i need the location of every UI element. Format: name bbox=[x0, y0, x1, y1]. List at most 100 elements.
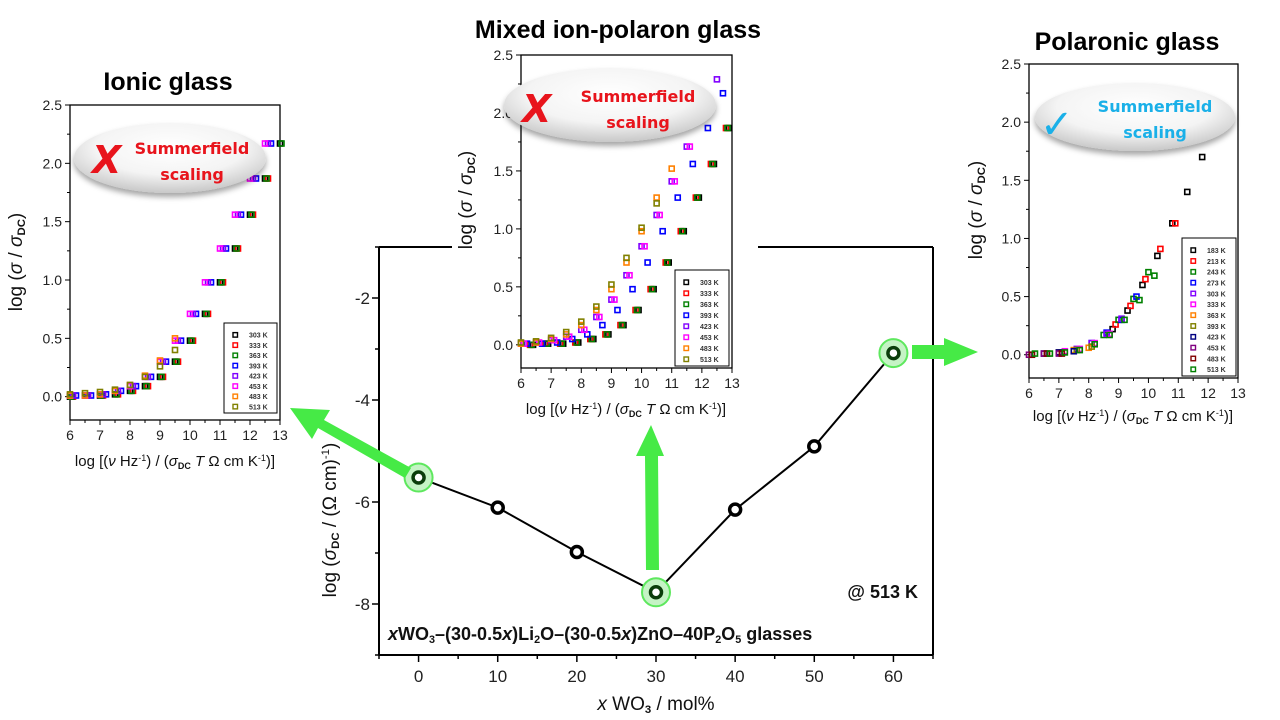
x-axis-label-part: -1 bbox=[138, 453, 146, 463]
composition-label-part: 2 bbox=[715, 634, 721, 646]
y-axis-label-part: log ( bbox=[6, 274, 27, 312]
data-point bbox=[547, 334, 555, 342]
y-tick-label: 0.5 bbox=[494, 279, 514, 295]
x-axis-label-part: ) / ( bbox=[146, 453, 169, 470]
x-tick-label: 7 bbox=[1055, 385, 1063, 401]
data-point bbox=[261, 140, 269, 147]
data-point bbox=[201, 279, 209, 286]
x-axis-label-part: DC bbox=[629, 409, 642, 419]
legend-marker bbox=[1190, 366, 1197, 373]
legend-marker bbox=[1190, 301, 1197, 308]
y-tick-label: -6 bbox=[355, 493, 370, 512]
legend-marker bbox=[1190, 333, 1197, 340]
legend-label: 363 K bbox=[1207, 313, 1226, 320]
data-point bbox=[724, 124, 731, 132]
data-point bbox=[66, 391, 74, 398]
data-point bbox=[608, 281, 615, 288]
x-tick-label: 11 bbox=[1171, 385, 1186, 401]
x-tick-label: 8 bbox=[126, 427, 134, 443]
y-tick-label: 0.0 bbox=[1002, 347, 1022, 363]
y-tick-label: 1.5 bbox=[1002, 172, 1022, 188]
badge-line1: Summerfield bbox=[1098, 97, 1213, 116]
legend-label: 453 K bbox=[249, 384, 268, 391]
data-point bbox=[158, 373, 165, 381]
x-axis-label-part: ν bbox=[108, 453, 116, 470]
x-tick-label: 20 bbox=[567, 667, 586, 686]
x-tick-label: 8 bbox=[577, 375, 585, 391]
y-tick-label: 0.0 bbox=[494, 337, 514, 353]
x-tick-label: 9 bbox=[156, 427, 164, 443]
x-axis-label-part: T bbox=[1149, 408, 1164, 425]
legend-label: 183 K bbox=[1207, 248, 1226, 255]
y-tick-label: 1.0 bbox=[494, 221, 514, 237]
data-point bbox=[588, 335, 596, 343]
x-tick-label: 13 bbox=[1230, 385, 1246, 401]
x-tick-label: 7 bbox=[96, 427, 104, 443]
legend: 303 K 333 K 363 K 393 K 423 K 453 K 483 K 513 K bbox=[674, 269, 730, 367]
mixed-glass-title: Mixed ion-polaron glass bbox=[475, 16, 761, 44]
legend-label: 483 K bbox=[1207, 356, 1226, 363]
badge-line2: scaling bbox=[1123, 123, 1187, 142]
composition-label-part: O–(30-0.5 bbox=[540, 624, 621, 644]
x-axis-label-part: ) / ( bbox=[597, 401, 620, 418]
composition-label-part: WO bbox=[398, 624, 429, 644]
data-point bbox=[1106, 331, 1113, 339]
data-point bbox=[188, 337, 195, 344]
badge-line2: scaling bbox=[606, 113, 670, 132]
legend-label: 513 K bbox=[1207, 367, 1226, 374]
data-point bbox=[1127, 302, 1134, 310]
composition-label-part: 5 bbox=[735, 634, 741, 646]
x-axis-label-part: σ bbox=[620, 401, 630, 418]
x-axis-label-part: DC bbox=[1136, 416, 1149, 426]
data-point bbox=[411, 470, 426, 485]
ionic-summerfield-badge: X Summerfield scaling bbox=[74, 123, 266, 193]
x-axis-label-part: -1 bbox=[1216, 408, 1224, 418]
y-axis-label: log (σ / σDC) bbox=[456, 151, 478, 250]
data-point bbox=[644, 259, 651, 266]
y-axis-label-part: σ bbox=[966, 182, 987, 195]
data-point bbox=[1172, 220, 1179, 227]
composition-label: xWO3–(30-0.5x)Li2O–(30-0.5x)ZnO–40P2O5 g… bbox=[387, 624, 812, 646]
data-point bbox=[611, 296, 618, 303]
x-axis-label: log [(ν Hz-1) / (σDC T Ω cm K-1)] bbox=[1033, 408, 1233, 426]
x-tick-label: 12 bbox=[242, 427, 258, 443]
composition-label-part: )Li bbox=[512, 624, 534, 644]
y-axis-label-part: ) bbox=[320, 443, 341, 449]
legend-label: 273 K bbox=[1207, 280, 1226, 287]
x-axis-label-part: ) / ( bbox=[1104, 408, 1127, 425]
legend-label: 483 K bbox=[249, 394, 268, 401]
x-tick-label: 11 bbox=[664, 375, 679, 391]
data-point bbox=[648, 585, 664, 600]
x-axis-label: log [(ν Hz-1) / (σDC T Ω cm K-1)] bbox=[75, 453, 275, 471]
data-point bbox=[218, 279, 225, 286]
legend-label: 333 K bbox=[1207, 302, 1226, 309]
data-point bbox=[671, 178, 679, 185]
x-axis-label: log [(ν Hz-1) / (σDC T Ω cm K-1)] bbox=[526, 401, 726, 419]
y-axis-label-part: σ bbox=[966, 209, 987, 222]
x-axis-label-part: WO bbox=[607, 694, 645, 715]
y-axis-label-part: DC bbox=[330, 532, 342, 548]
legend-label: 363 K bbox=[249, 353, 268, 360]
x-axis-label-part: Hz bbox=[1074, 408, 1097, 425]
data-point bbox=[171, 346, 179, 354]
y-tick-label: 1.5 bbox=[494, 163, 514, 179]
x-tick-label: 40 bbox=[726, 667, 745, 686]
data-point bbox=[1154, 252, 1161, 260]
data-point bbox=[569, 544, 585, 560]
legend-label: 303 K bbox=[700, 280, 719, 287]
polaronic-glass-title: Polaronic glass bbox=[1035, 28, 1220, 56]
data-point bbox=[807, 439, 822, 454]
x-axis-label-part: -1 bbox=[258, 453, 266, 463]
data-point bbox=[517, 339, 525, 346]
y-tick-label: 2.0 bbox=[1002, 114, 1022, 130]
legend-label: 303 K bbox=[1207, 291, 1226, 298]
data-point bbox=[886, 345, 901, 361]
data-point bbox=[562, 328, 570, 336]
y-tick-label: 0.5 bbox=[1002, 289, 1022, 305]
x-axis-label-part: Ω cm K bbox=[1162, 408, 1216, 425]
x-axis-label-part: )] bbox=[266, 453, 275, 470]
legend-marker bbox=[1190, 290, 1197, 297]
y-axis-label: log (σDC / (Ω cm)-1) bbox=[320, 443, 342, 598]
data-point bbox=[656, 211, 663, 219]
data-point bbox=[638, 224, 645, 232]
